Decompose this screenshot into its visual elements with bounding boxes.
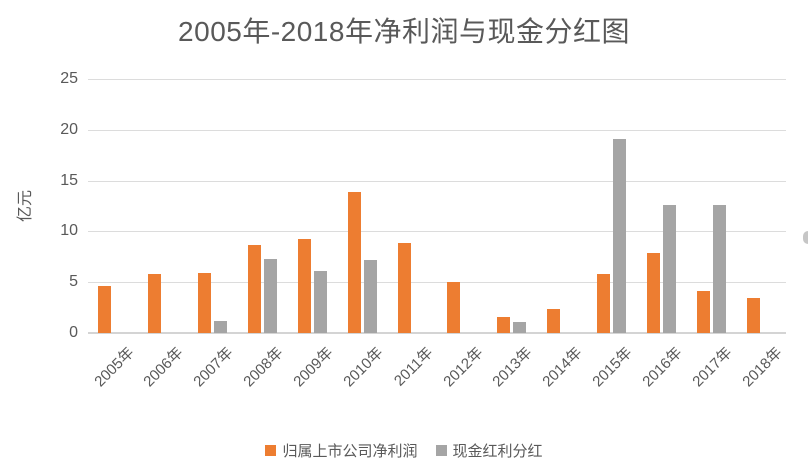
x-tick-slot: 2010年 <box>337 336 387 400</box>
bar-cash-dividend-2013年 <box>513 321 527 333</box>
x-tick-slot: 2007年 <box>188 336 238 400</box>
x-axis-tick-labels: 2005年 2006年 2007年 2008年 2009年 2010年 2011年 2012年… <box>88 336 786 400</box>
gridline <box>88 231 786 233</box>
bar-group-2006年 <box>138 79 188 333</box>
bar-net-profit-2013年 <box>497 316 511 333</box>
bar-net-profit-2018年 <box>746 298 760 333</box>
y-tick-label-10: 10 <box>60 222 78 240</box>
x-tick-label-2013年: 2013年 <box>489 344 536 391</box>
x-tick-slot: 2006年 <box>138 336 188 400</box>
legend-item-net-profit: 归属上市公司净利润 <box>265 440 418 461</box>
bar-net-profit-2007年 <box>198 273 212 333</box>
x-tick-label-2017年: 2017年 <box>689 344 736 391</box>
x-tick-slot: 2018年 <box>736 336 786 400</box>
x-tick-slot: 2008年 <box>238 336 288 400</box>
x-tick-label-2015年: 2015年 <box>589 344 636 391</box>
bar-cash-dividend-2010年 <box>363 259 377 333</box>
bar-cash-dividend-2009年 <box>313 271 327 333</box>
y-tick-label-25: 25 <box>60 70 78 87</box>
bar-group-2015年 <box>587 79 637 333</box>
bar-net-profit-2015年 <box>597 274 611 333</box>
x-tick-slot: 2016年 <box>636 336 686 400</box>
bar-cash-dividend-2008年 <box>264 258 277 333</box>
gridline <box>88 180 786 182</box>
bar-cash-dividend-2007年 <box>214 320 228 333</box>
y-tick-label-0: 0 <box>69 324 78 341</box>
x-tick-label-2011年: 2011年 <box>390 344 437 390</box>
bar-group-2009年 <box>287 79 337 333</box>
x-tick-label-2005年: 2005年 <box>90 344 138 391</box>
x-tick-slot: 2012年 <box>437 336 487 400</box>
x-tick-label-2006年: 2006年 <box>140 344 187 391</box>
bar-net-profit-2010年 <box>347 191 361 333</box>
plot-area <box>88 79 786 334</box>
x-tick-slot: 2009年 <box>287 336 337 400</box>
bar-net-profit-2012年 <box>447 282 461 333</box>
legend-swatch-cash-dividend <box>435 445 447 456</box>
bar-group-2012年 <box>437 79 487 333</box>
gridline <box>88 129 786 131</box>
bar-group-2016年 <box>636 79 686 333</box>
bar-group-2010年 <box>337 79 387 333</box>
bar-net-profit-2016年 <box>646 252 660 333</box>
x-tick-label-2012年: 2012年 <box>439 344 487 391</box>
legend-item-cash-dividend: 现金红利分红 <box>435 440 543 461</box>
bar-group-2018年 <box>736 79 786 333</box>
x-tick-label-2014年: 2014年 <box>539 344 586 391</box>
legend-label-cash-dividend: 现金红利分红 <box>452 443 543 460</box>
y-axis-tick-labels: 25 20 15 10 5 0 <box>0 70 78 341</box>
x-tick-label-2018年: 2018年 <box>739 344 786 391</box>
x-tick-slot: 2013年 <box>487 336 537 400</box>
x-tick-label-2007年: 2007年 <box>190 344 237 391</box>
bar-net-profit-2014年 <box>547 308 561 333</box>
bar-cash-dividend-2015年 <box>613 138 627 333</box>
bar-cash-dividend-2017年 <box>712 204 726 333</box>
gridline <box>88 282 786 284</box>
x-axis-line <box>88 332 786 334</box>
bar-net-profit-2005年 <box>98 286 112 333</box>
x-tick-slot: 2017年 <box>686 336 736 400</box>
x-tick-label-2016年: 2016年 <box>639 344 686 391</box>
bar-net-profit-2008年 <box>248 244 261 333</box>
x-tick-slot: 2014年 <box>537 336 587 400</box>
bar-group-2007年 <box>188 79 238 333</box>
x-tick-label-2009年: 2009年 <box>290 344 337 391</box>
y-tick-label-15: 15 <box>60 171 78 189</box>
x-tick-slot: 2005年 <box>88 336 138 400</box>
bar-group-2011年 <box>387 79 437 333</box>
bar-net-profit-2009年 <box>297 238 311 333</box>
bar-net-profit-2006年 <box>148 274 162 333</box>
chart-title: 2005年-2018年净利润与现金分红图 <box>178 16 630 47</box>
bar-group-2017年 <box>686 79 736 333</box>
bar-cash-dividend-2016年 <box>662 204 676 333</box>
x-tick-label-2010年: 2010年 <box>340 344 387 391</box>
x-tick-slot: 2015年 <box>587 336 637 400</box>
legend-swatch-net-profit <box>265 445 277 456</box>
bar-group-2005年 <box>88 79 138 333</box>
legend-label-net-profit: 归属上市公司净利润 <box>282 443 418 460</box>
x-tick-label-2008年: 2008年 <box>240 344 287 391</box>
clipped-edge-artifact <box>803 231 808 244</box>
y-tick-label-5: 5 <box>69 273 78 291</box>
bar-net-profit-2017年 <box>696 291 710 333</box>
y-tick-label-20: 20 <box>60 120 78 138</box>
bar-group-2008年 <box>238 79 288 333</box>
bar-group-2014年 <box>537 79 587 333</box>
bar-group-2013年 <box>487 79 537 333</box>
bar-series <box>88 79 786 333</box>
bar-net-profit-2011年 <box>397 242 411 333</box>
legend: 归属上市公司净利润 现金红利分红 <box>0 440 808 461</box>
gridline <box>88 79 786 80</box>
x-tick-slot: 2011年 <box>387 336 437 400</box>
